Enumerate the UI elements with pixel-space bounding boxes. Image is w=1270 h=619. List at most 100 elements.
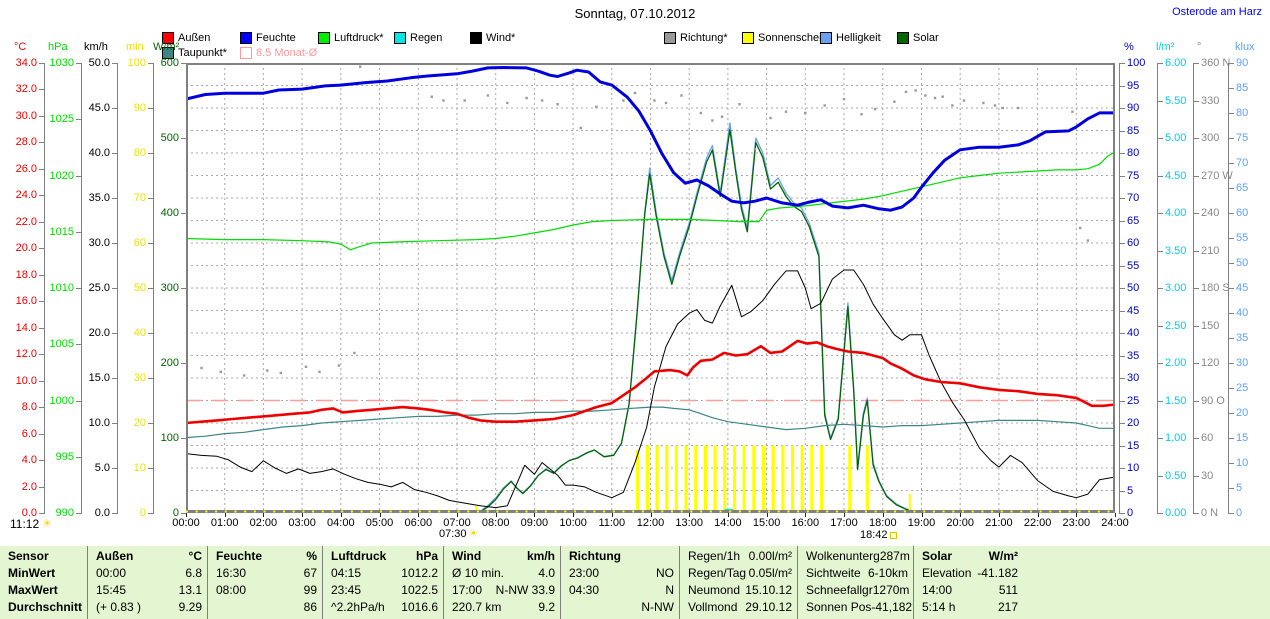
stats-value: 15.10.12 (745, 583, 792, 597)
axis-tick (148, 378, 154, 379)
legend-label: 8.5 Monat-Ø (256, 46, 318, 59)
axis-tick-label: 270 W (1201, 170, 1233, 182)
time-label: 16:00 (791, 517, 820, 529)
axis-tick (1157, 513, 1163, 514)
time-label: 04:00 (327, 517, 355, 529)
axis-tick-label: 1010 (49, 282, 74, 294)
location-link[interactable]: Osterode am Harz (1172, 6, 1262, 18)
axis-tick (1228, 138, 1234, 139)
axis-tick (1119, 423, 1125, 424)
axis-tick-label: 90 (1236, 57, 1249, 69)
axis-tick-label: 330 (1201, 95, 1220, 107)
time-label: 18:00 (869, 517, 897, 529)
time-tick (340, 513, 342, 517)
time-tick (611, 513, 613, 517)
legend-item: Außen (162, 32, 210, 44)
axis-tick-label: 400 (160, 207, 179, 219)
axis-tick-label: 995 (55, 451, 74, 463)
time-tick (998, 513, 1000, 517)
axis-tick (1228, 163, 1234, 164)
axis-unit-w-m: W/m² (153, 41, 180, 53)
axis-tick-label: 85 (1236, 82, 1249, 94)
axis-tick (39, 63, 45, 64)
axis-tick-label: 1.00 (1165, 432, 1187, 444)
series-feuchte (185, 66, 1115, 212)
axis-tick (1119, 333, 1125, 334)
axis-tick (1157, 101, 1163, 102)
legend-swatch-au-en (162, 32, 174, 44)
sunrise-icon: ☀ (468, 528, 479, 540)
axis-tick (1193, 326, 1199, 327)
time-label: 10:00 (559, 517, 587, 529)
axis-tick-label: 120 (1201, 357, 1220, 369)
axis-tick-label: 20 (133, 417, 146, 429)
legend-item: Sonnenschein (742, 32, 828, 44)
axis-tick-label: 10 (1236, 457, 1249, 469)
time-tick (960, 513, 962, 517)
axis-tick-label: 0 (139, 507, 146, 519)
legend-item: Taupunkt* (162, 47, 227, 59)
axis-tick (1228, 338, 1234, 339)
legend-label: Feuchte (256, 31, 296, 44)
stats-row: Richtung (561, 548, 679, 565)
stats-value: 217 (997, 600, 1018, 614)
axis-tick (1193, 251, 1199, 252)
axis-tick (1119, 221, 1125, 222)
legend-item: Luftdruck* (318, 32, 384, 44)
axis-tick (39, 169, 45, 170)
axis-unit-klux: klux (1235, 41, 1255, 53)
stats-row: MaxWert (0, 582, 87, 599)
axis-tick-label: 20.0 (15, 242, 37, 254)
axis-tick-label: 45.0 (88, 102, 110, 114)
axis-tick-label: 15 (1127, 440, 1140, 452)
axis-tick-label: 3.00 (1165, 282, 1187, 294)
axis-tick-label: 12.0 (15, 348, 37, 360)
stats-row: Vollmond 29.10.12 (680, 599, 797, 616)
stats-row: Sichtweite 6-10km (798, 565, 913, 582)
axis-tick (1119, 401, 1125, 402)
stats-row: 5:14 h 217 (914, 599, 1023, 616)
axis-tick (1228, 88, 1234, 89)
stats-row: 17:00 N-NW 33.9 (444, 582, 560, 599)
axis-tick-label: 100 (160, 432, 179, 444)
axis-tick-label: 600 (160, 57, 179, 69)
axis-tick (1119, 378, 1125, 379)
axis-tick-label: 60 (1201, 432, 1214, 444)
time-label: 02:00 (249, 517, 278, 529)
axis-tick-label: 300 (1201, 132, 1220, 144)
axis-tick (1193, 476, 1199, 477)
axis-tick-label: 85 (1127, 125, 1140, 137)
axis-tick-label: 150 (1201, 320, 1220, 332)
stats-row: Wolkenunterg 287m (798, 548, 913, 565)
axis-unit-c: °C (14, 41, 27, 53)
stats-label: Vollmond (688, 600, 738, 614)
axis-tick-label: 80 (133, 147, 146, 159)
stats-value: 99 (303, 583, 317, 597)
axis-tick (1119, 131, 1125, 132)
time-label: 23:00 (1062, 517, 1091, 529)
stats-value: 86 (303, 600, 317, 614)
axis-tick-label: 15.0 (88, 372, 110, 384)
axis-tick (112, 198, 118, 199)
axis-tick (148, 243, 154, 244)
time-tick (573, 513, 575, 517)
axis-tick (148, 333, 154, 334)
axis-tick-label: 32.0 (15, 83, 37, 95)
axis-tick (1228, 288, 1234, 289)
axis-tick (39, 381, 45, 382)
axis-tick (39, 195, 45, 196)
axis-tick (1228, 113, 1234, 114)
stats-column-wolken: Wolkenunterg 287m Sichtweite 6-10km Schneefa… (797, 546, 913, 619)
axis-tick-label: 14.0 (15, 322, 37, 334)
axis-tick-label: 50 (1236, 257, 1249, 269)
stats-label: 5:14 h (922, 600, 956, 614)
axis-tick (1119, 108, 1125, 109)
legend-swatch-8-5-monat (240, 47, 252, 59)
time-tick (805, 513, 807, 517)
weather-chart-plot (185, 63, 1116, 514)
axis-tick (112, 423, 118, 424)
axis-tick (1228, 363, 1234, 364)
axis-tick (1157, 326, 1163, 327)
axis-tick-label: 50 (1127, 282, 1140, 294)
axis-tick (39, 248, 45, 249)
